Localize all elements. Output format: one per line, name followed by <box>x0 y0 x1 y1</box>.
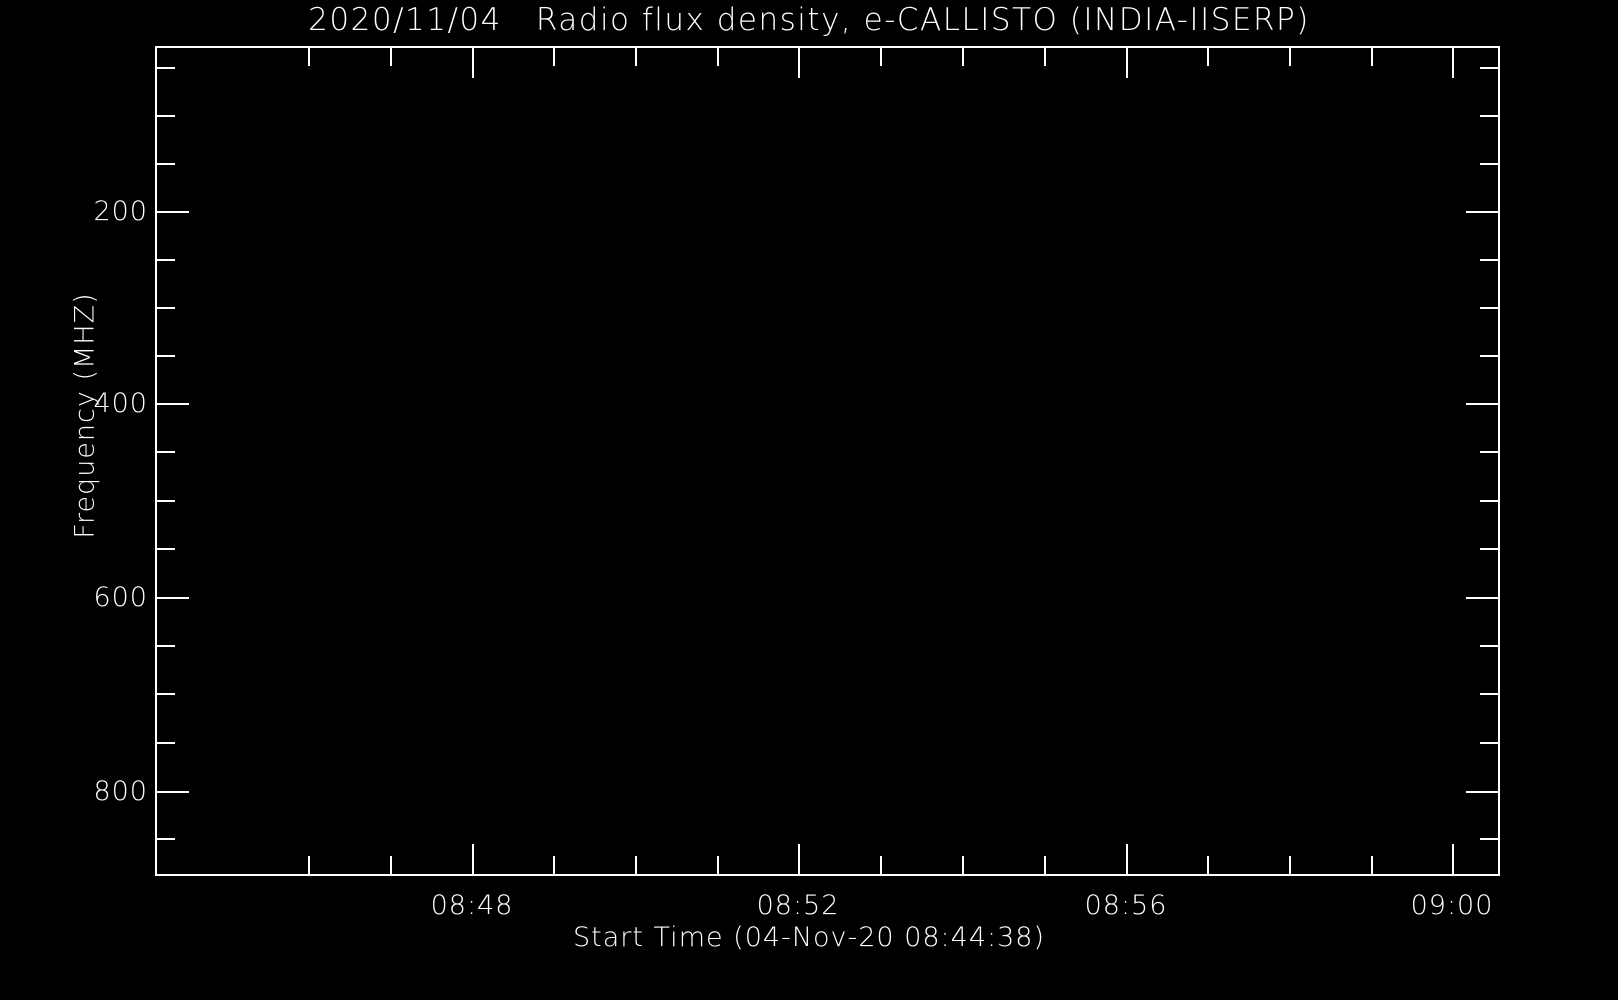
x-tick-minor-top <box>390 48 392 66</box>
y-tick-minor <box>157 693 175 695</box>
y-tick-minor <box>157 163 175 165</box>
y-tick-minor <box>157 451 175 453</box>
y-tick-minor <box>157 500 175 502</box>
y-tick-minor-right <box>1480 67 1498 69</box>
y-tick-minor-right <box>1480 259 1498 261</box>
x-tick-minor-top <box>308 48 310 66</box>
y-axis-title: Frequency (MHZ) <box>69 292 101 539</box>
x-tick-major-top <box>472 48 474 78</box>
y-tick-minor-right <box>1480 451 1498 453</box>
figure-title: 2020/11/04 Radio flux density, e-CALLIST… <box>308 2 1310 38</box>
x-tick-minor <box>1371 856 1373 874</box>
x-tick-minor-top <box>1371 48 1373 66</box>
x-tick-label: 09:00 <box>1410 890 1494 921</box>
x-tick-major <box>472 844 474 874</box>
y-tick-minor <box>157 838 175 840</box>
y-tick-minor-right <box>1480 115 1498 117</box>
x-tick-label: 08:56 <box>1084 890 1168 921</box>
y-tick-minor <box>157 67 175 69</box>
x-tick-minor-top <box>1044 48 1046 66</box>
y-tick-minor-right <box>1480 163 1498 165</box>
y-tick-label: 200 <box>93 196 148 227</box>
x-tick-minor <box>390 856 392 874</box>
x-tick-minor-top <box>635 48 637 66</box>
y-tick-minor-right <box>1480 645 1498 647</box>
y-tick-label: 400 <box>93 388 148 419</box>
x-tick-minor-top <box>553 48 555 66</box>
x-tick-label: 08:52 <box>756 890 840 921</box>
y-tick-major <box>157 791 189 793</box>
x-tick-minor <box>635 856 637 874</box>
y-tick-minor-right <box>1480 500 1498 502</box>
y-tick-minor-right <box>1480 355 1498 357</box>
y-tick-minor-right <box>1480 548 1498 550</box>
y-tick-major-right <box>1466 211 1498 213</box>
y-tick-minor <box>157 645 175 647</box>
x-tick-minor <box>1289 856 1291 874</box>
plot-axes-frame <box>155 46 1500 876</box>
x-tick-minor <box>880 856 882 874</box>
y-tick-minor-right <box>1480 307 1498 309</box>
x-tick-label: 08:48 <box>430 890 514 921</box>
x-tick-minor <box>308 856 310 874</box>
x-tick-major <box>798 844 800 874</box>
x-tick-major <box>1126 844 1128 874</box>
x-tick-minor <box>1044 856 1046 874</box>
x-tick-major-top <box>1126 48 1128 78</box>
y-tick-major-right <box>1466 791 1498 793</box>
y-tick-minor-right <box>1480 742 1498 744</box>
x-tick-minor <box>553 856 555 874</box>
x-axis-title: Start Time (04-Nov-20 08:44:38) <box>572 922 1045 953</box>
x-tick-major-top <box>1452 48 1454 78</box>
y-tick-minor <box>157 115 175 117</box>
x-tick-minor <box>962 856 964 874</box>
y-tick-minor-right <box>1480 838 1498 840</box>
y-tick-minor <box>157 355 175 357</box>
x-tick-minor-top <box>1289 48 1291 66</box>
x-tick-minor-top <box>1207 48 1209 66</box>
y-tick-label: 600 <box>93 582 148 613</box>
y-tick-minor <box>157 259 175 261</box>
x-tick-minor <box>1207 856 1209 874</box>
x-tick-major-top <box>798 48 800 78</box>
x-tick-major <box>1452 844 1454 874</box>
y-tick-minor <box>157 307 175 309</box>
y-tick-minor-right <box>1480 693 1498 695</box>
x-tick-minor-top <box>880 48 882 66</box>
y-tick-label: 800 <box>93 776 148 807</box>
x-tick-minor <box>717 856 719 874</box>
x-tick-minor-top <box>962 48 964 66</box>
x-tick-minor-top <box>717 48 719 66</box>
y-tick-minor <box>157 548 175 550</box>
y-tick-major-right <box>1466 403 1498 405</box>
y-tick-major-right <box>1466 597 1498 599</box>
y-tick-major <box>157 211 189 213</box>
y-tick-major <box>157 597 189 599</box>
y-tick-minor <box>157 742 175 744</box>
y-tick-major <box>157 403 189 405</box>
